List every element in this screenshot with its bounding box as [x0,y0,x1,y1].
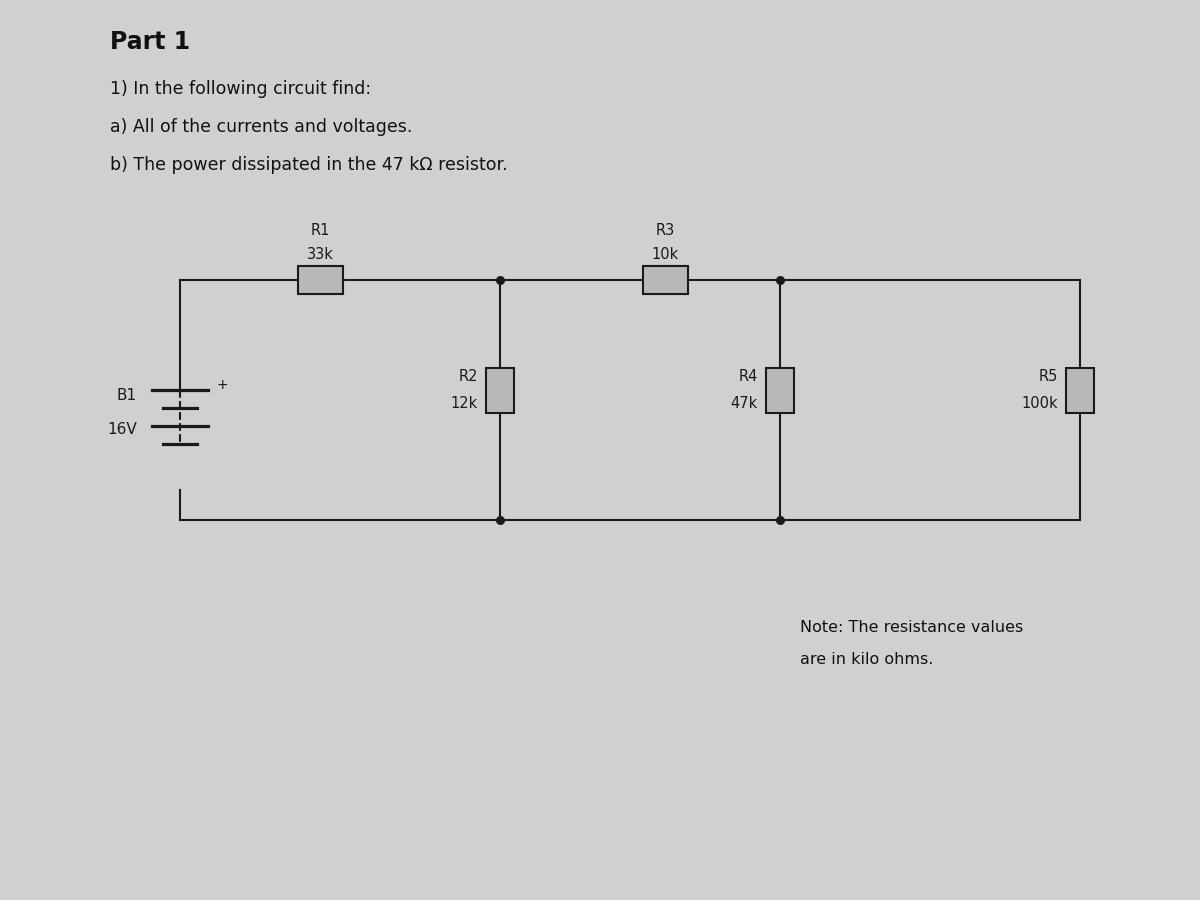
Text: a) All of the currents and voltages.: a) All of the currents and voltages. [110,118,413,136]
Text: b) The power dissipated in the 47 kΩ resistor.: b) The power dissipated in the 47 kΩ res… [110,156,508,174]
Text: are in kilo ohms.: are in kilo ohms. [800,652,934,667]
Text: 1) In the following circuit find:: 1) In the following circuit find: [110,80,371,98]
Text: Part 1: Part 1 [110,30,190,54]
Text: R2: R2 [458,368,478,383]
Bar [298,266,342,294]
Text: R4: R4 [739,368,758,383]
Text: 47k: 47k [731,397,758,411]
Text: B1: B1 [116,388,137,402]
Text: +: + [216,378,228,392]
Bar [486,367,514,412]
Text: R5: R5 [1039,368,1058,383]
Bar [1066,367,1094,412]
Text: 33k: 33k [306,247,334,262]
Text: 16V: 16V [107,421,137,436]
Text: Note: The resistance values: Note: The resistance values [800,620,1024,635]
Text: R3: R3 [655,223,674,238]
Bar [766,367,794,412]
Bar [642,266,688,294]
Text: 100k: 100k [1021,397,1058,411]
Text: 10k: 10k [652,247,679,262]
Text: 12k: 12k [451,397,478,411]
Text: R1: R1 [311,223,330,238]
